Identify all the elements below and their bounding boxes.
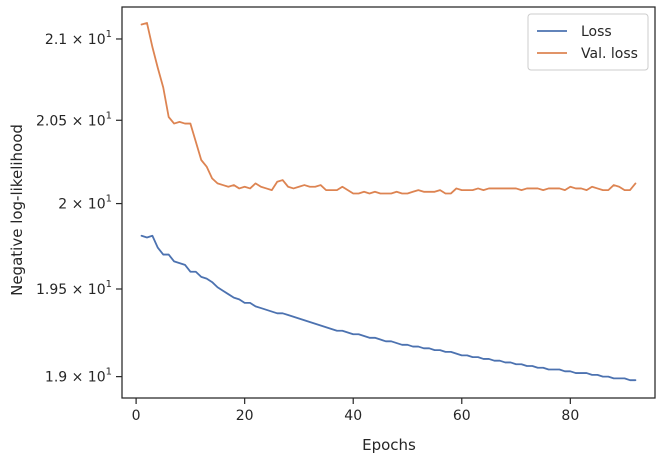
series-line-val-loss [140,22,637,195]
legend: Loss Val. loss [527,13,649,71]
y-tick-label: 1.9 × 101 [45,367,112,386]
x-tick-label: 0 [132,408,141,424]
y-axis: 1.9 × 101 1.95 × 101 2 × 101 2.05 × 101 2.1 … [36,29,122,386]
y-tick-label: 2.05 × 101 [36,110,112,129]
x-axis-label: Epochs [362,436,416,454]
legend-label-loss: Loss [581,24,612,40]
plot-background [122,7,655,398]
legend-label-val-loss: Val. loss [581,46,638,62]
y-tick-label: 2 × 101 [58,194,112,213]
x-tick-label: 20 [236,408,254,424]
x-tick-label: 60 [453,408,471,424]
x-axis: 0 20 40 60 80 [132,398,579,424]
series-line-loss [140,234,637,382]
series-layer [140,22,637,382]
y-axis-label: Negative log-likelihood [8,124,26,296]
plot-frame [121,6,656,399]
y-tick-label: 1.95 × 101 [36,279,112,298]
x-tick-label: 80 [561,408,579,424]
y-tick-label: 2.1 × 101 [45,29,112,48]
legend-box [527,13,649,71]
x-tick-label: 40 [344,408,362,424]
